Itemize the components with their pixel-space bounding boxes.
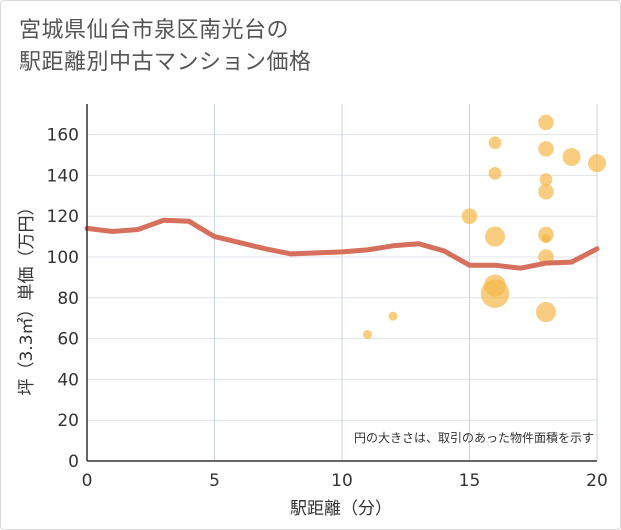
bubble-point [588,154,606,173]
y-tick-label: 20 [57,411,79,431]
chart-title-line-1: 宮城県仙台市泉区南光台の [19,18,290,43]
bubble-point [461,208,478,224]
grid-lines [87,104,598,461]
chart-title: 宮城県仙台市泉区南光台の 駅距離別中古マンション価格 [19,15,312,79]
bubble-point [562,148,581,167]
average-line [84,217,600,271]
bubble-point [539,173,553,186]
x-tick-label: 0 [82,471,93,491]
bubble-point [538,114,554,131]
bubble-point [488,166,502,180]
bubble-point [388,311,398,321]
y-axis-label: 坪（3.3㎡）単価（万円） [17,198,37,395]
bubble-point [535,302,557,323]
y-tick-label: 140 [47,166,79,186]
average-line-series [84,217,600,271]
x-tick-label: 20 [586,471,608,491]
chart-title-line-2: 駅距離別中古マンション価格 [19,50,312,75]
x-axis-label: 駅距離（分） [290,499,392,519]
y-tick-label: 60 [57,330,79,350]
y-tick-label: 80 [57,289,79,309]
bubble-point [488,136,502,150]
tick-labels: 0 20 40 60 80 100 120 140 160 0 5 10 15 20 [47,126,608,491]
bubble-size-note: 円の大きさは、取引のあった物件面積を示す [354,430,594,445]
x-tick-label: 10 [331,471,353,491]
bubble-point [538,183,554,200]
bubble-point [538,141,554,157]
bubble-point [484,226,506,247]
axes [86,104,597,462]
y-tick-label: 40 [57,370,79,390]
y-tick-label: 120 [47,207,79,227]
bubble-point [541,234,551,244]
x-tick-label: 5 [209,471,220,491]
y-tick-label: 160 [47,126,79,146]
x-tick-label: 15 [459,471,481,491]
bubble-point [480,279,510,308]
bubble-series [363,114,606,340]
y-tick-label: 100 [47,248,79,268]
bubble-point [363,330,372,340]
y-tick-label: 0 [68,452,79,472]
